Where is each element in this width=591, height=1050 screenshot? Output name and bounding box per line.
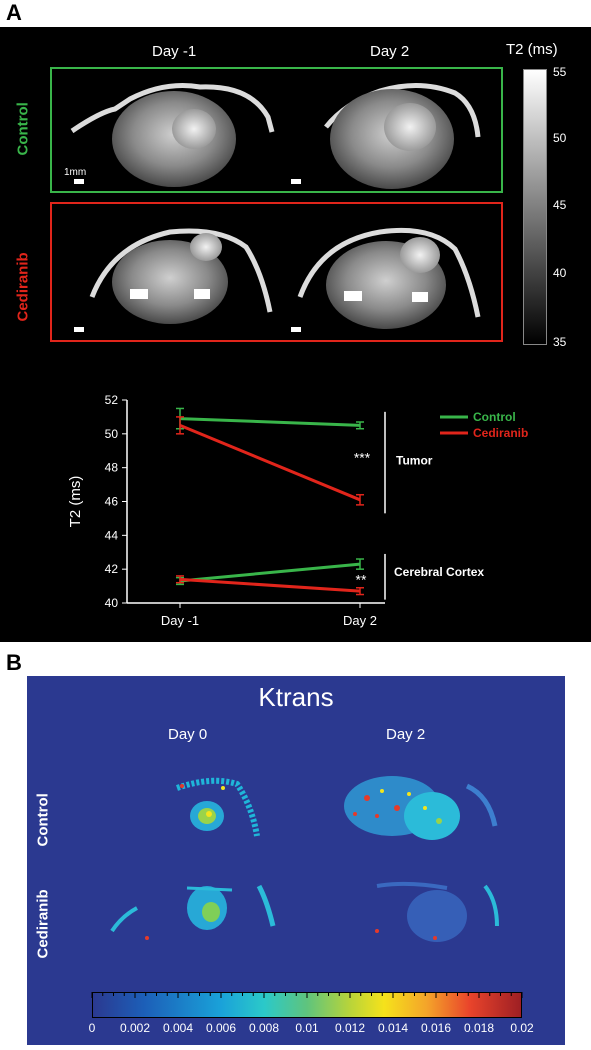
ktrans-colorbar-ticks: 0 0.002 0.004 0.006 0.008 0.01 0.012 0.014 0.016… [89,992,534,1035]
ktrans-cediranib-day0 [110,884,276,940]
series-line-0 [179,417,361,427]
col-header-day2: Day 2 [370,43,410,60]
ktrans-colorbar-tick-label-3: 0.006 [206,1021,236,1035]
mri-cediranib-day2 [291,227,481,332]
ktrans-title: Ktrans [258,682,334,712]
series-line-3 [179,577,361,593]
y-tick-label-46: 46 [105,495,119,509]
y-tick-label-42: 42 [105,562,119,576]
ktrans-colorbar-tick-label-5: 0.01 [295,1021,319,1035]
mri-control-day2 [291,82,481,189]
cediranib-image-frame [50,202,503,342]
annotation-cortex-significance: ** [356,571,367,587]
col-header-day-minus1: Day -1 [152,43,197,60]
y-tick-label-40: 40 [105,596,119,610]
group-label-tumor: Tumor [396,453,433,467]
ktrans-colorbar-tick-label-2: 0.004 [163,1021,193,1035]
ktrans-control-day0 [176,777,260,837]
mri-cediranib-day-minus1 [74,228,273,332]
ktrans-colorbar-tick-label-6: 0.012 [335,1021,365,1035]
x-tick-label-0: Day -1 [161,613,199,628]
ktrans-colorbar-tick-label-1: 0.002 [120,1021,150,1035]
ktrans-colorbar-tick-label-8: 0.016 [421,1021,451,1035]
panel-b-label: B [6,650,22,675]
y-tick-label-52: 52 [105,393,119,407]
ktrans-colorbar-tick-label-4: 0.008 [249,1021,279,1035]
t2-colorbar-tick-45: 45 [553,198,567,212]
legend-label-1: Cediranib [473,426,528,440]
t2-colorbar-tick-40: 40 [553,266,567,280]
panel-a-label: A [6,0,22,25]
ktrans-control-day2 [344,776,498,840]
ktrans-colorbar-tick-label-9: 0.018 [464,1021,494,1035]
t2-line-chart: 40 42 44 46 48 50 52 Day -1 Day 2 T2 (ms) Tumor Cer… [67,393,528,628]
mri-brain-images [70,82,481,332]
t2-colorbar [523,69,547,345]
group-label-cortex: Cerebral Cortex [394,565,484,579]
series-line-2 [179,562,361,583]
t2-colorbar-tick-50: 50 [553,131,567,145]
scale-bar-label: 1mm [64,167,87,178]
control-image-frame [50,67,503,193]
y-tick-label-44: 44 [105,528,119,542]
legend-label-0: Control [473,410,516,424]
x-tick-label-1: Day 2 [343,613,377,628]
y-tick-label-48: 48 [105,461,119,475]
t2-colorbar-tick-55: 55 [553,65,567,79]
ktrans-colorbar-tick-label-0: 0 [89,1021,96,1035]
series-line-1 [179,423,361,502]
y-axis-label: T2 (ms) [67,476,84,528]
annotation-tumor-significance: *** [354,450,371,466]
ktrans-colorbar-tick-label-7: 0.014 [378,1021,408,1035]
ktrans-maps [110,776,499,942]
y-tick-label-50: 50 [105,427,119,441]
t2-colorbar-title: T2 (ms) [506,41,558,58]
ktrans-cediranib-day2 [375,881,499,942]
panel-b: Ktrans Day 0 Day 2 Control Cediranib [27,676,565,1045]
mri-control-day-minus1 [70,83,275,187]
t2-colorbar-tick-35: 35 [553,335,567,349]
ktrans-col-header-day0: Day 0 [168,726,208,743]
panel-a: Day -1 Day 2 Control Cediranib [0,27,591,642]
ktrans-col-header-day2: Day 2 [386,726,426,743]
ktrans-colorbar-tick-label-10: 0.02 [510,1021,534,1035]
